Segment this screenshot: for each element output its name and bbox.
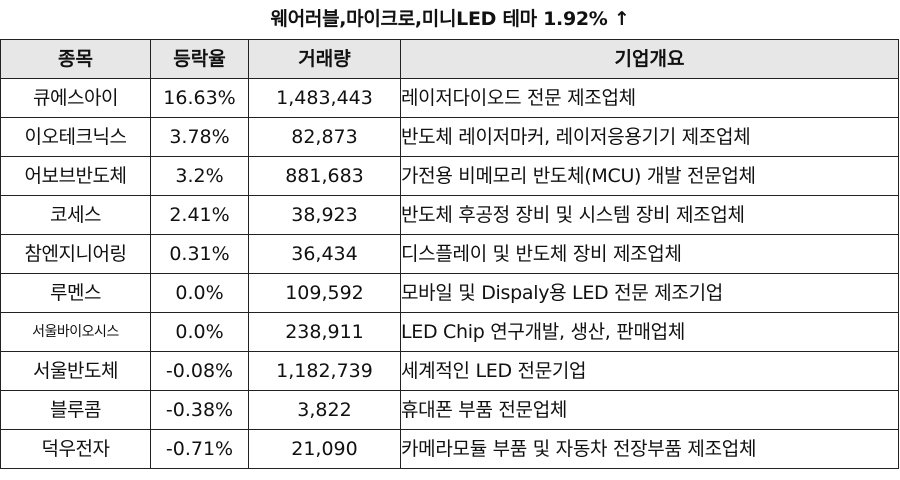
header-stock-name: 종목 bbox=[0, 39, 151, 79]
table-row: 루멘스 0.0% 109,592 모바일 및 Dispaly용 LED 전문 제… bbox=[0, 273, 899, 313]
company-overview-cell: LED Chip 연구개발, 생산, 판매업체 bbox=[400, 312, 899, 352]
volume-cell: 238,911 bbox=[248, 312, 401, 352]
stock-name-cell: 참엔지니어링 bbox=[0, 234, 151, 274]
change-rate-cell: 3.78% bbox=[150, 117, 249, 157]
change-rate-cell: 0.0% bbox=[150, 273, 249, 313]
table-row: 어보브반도체 3.2% 881,683 가전용 비메모리 반도체(MCU) 개발… bbox=[0, 156, 899, 196]
company-overview-cell: 반도체 후공정 장비 및 시스템 장비 제조업체 bbox=[400, 195, 899, 235]
company-overview-cell: 레이저다이오드 전문 제조업체 bbox=[400, 78, 899, 118]
change-rate-cell: -0.08% bbox=[150, 351, 249, 391]
company-overview-cell: 카메라모듈 부품 및 자동차 전장부품 제조업체 bbox=[400, 429, 899, 469]
volume-cell: 21,090 bbox=[248, 429, 401, 469]
volume-cell: 881,683 bbox=[248, 156, 401, 196]
page-title: 웨어러블,마이크로,미니LED 테마 1.92% ↑ bbox=[270, 8, 630, 30]
change-rate-cell: 0.0% bbox=[150, 312, 249, 352]
table-row: 서울반도체 -0.08% 1,182,739 세계적인 LED 전문기업 bbox=[0, 351, 899, 391]
table-row: 이오테크닉스 3.78% 82,873 반도체 레이저마커, 레이저응용기기 제… bbox=[0, 117, 899, 157]
stock-name-cell: 블루콤 bbox=[0, 390, 151, 430]
company-overview-cell: 반도체 레이저마커, 레이저응용기기 제조업체 bbox=[400, 117, 899, 157]
stock-name-cell: 덕우전자 bbox=[0, 429, 151, 469]
company-overview-cell: 휴대폰 부품 전문업체 bbox=[400, 390, 899, 430]
stock-name-cell: 어보브반도체 bbox=[0, 156, 151, 196]
stock-name-cell: 큐에스아이 bbox=[0, 78, 151, 118]
volume-cell: 1,483,443 bbox=[248, 78, 401, 118]
stock-name-cell: 이오테크닉스 bbox=[0, 117, 151, 157]
change-rate-cell: 0.31% bbox=[150, 234, 249, 274]
table-row: 덕우전자 -0.71% 21,090 카메라모듈 부품 및 자동차 전장부품 제… bbox=[0, 429, 899, 469]
volume-cell: 1,182,739 bbox=[248, 351, 401, 391]
stock-name-cell: 루멘스 bbox=[0, 273, 151, 313]
company-overview-cell: 세계적인 LED 전문기업 bbox=[400, 351, 899, 391]
header-change-rate: 등락율 bbox=[150, 39, 249, 79]
volume-cell: 82,873 bbox=[248, 117, 401, 157]
stock-name-cell: 코세스 bbox=[0, 195, 151, 235]
table-row: 코세스 2.41% 38,923 반도체 후공정 장비 및 시스템 장비 제조업… bbox=[0, 195, 899, 235]
change-rate-cell: 2.41% bbox=[150, 195, 249, 235]
change-rate-cell: 3.2% bbox=[150, 156, 249, 196]
company-overview-cell: 디스플레이 및 반도체 장비 제조업체 bbox=[400, 234, 899, 274]
company-overview-cell: 모바일 및 Dispaly용 LED 전문 제조기업 bbox=[400, 273, 899, 313]
volume-cell: 38,923 bbox=[248, 195, 401, 235]
stock-name-cell: 서울반도체 bbox=[0, 351, 151, 391]
table-header-row: 종목 등락율 거래량 기업개요 bbox=[0, 39, 899, 79]
company-overview-cell: 가전용 비메모리 반도체(MCU) 개발 전문업체 bbox=[400, 156, 899, 196]
change-rate-cell: -0.38% bbox=[150, 390, 249, 430]
volume-cell: 109,592 bbox=[248, 273, 401, 313]
table-row: 큐에스아이 16.63% 1,483,443 레이저다이오드 전문 제조업체 bbox=[0, 78, 899, 118]
theme-stock-table: 종목 등락율 거래량 기업개요 큐에스아이 16.63% 1,483,443 레… bbox=[0, 39, 899, 469]
stock-name-cell: 서울바이오시스 bbox=[0, 312, 151, 352]
change-rate-cell: -0.71% bbox=[150, 429, 249, 469]
change-rate-cell: 16.63% bbox=[150, 78, 249, 118]
table-row: 서울바이오시스 0.0% 238,911 LED Chip 연구개발, 생산, … bbox=[0, 312, 899, 352]
header-company-overview: 기업개요 bbox=[400, 39, 899, 79]
header-volume: 거래량 bbox=[248, 39, 401, 79]
volume-cell: 3,822 bbox=[248, 390, 401, 430]
table-row: 참엔지니어링 0.31% 36,434 디스플레이 및 반도체 장비 제조업체 bbox=[0, 234, 899, 274]
volume-cell: 36,434 bbox=[248, 234, 401, 274]
table-row: 블루콤 -0.38% 3,822 휴대폰 부품 전문업체 bbox=[0, 390, 899, 430]
